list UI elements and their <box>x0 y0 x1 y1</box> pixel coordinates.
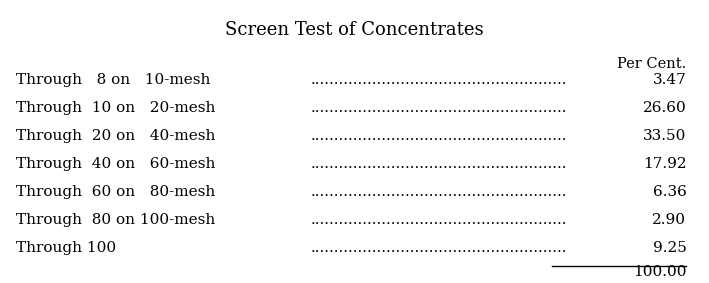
Text: Through  60 on   80-mesh: Through 60 on 80-mesh <box>16 185 215 199</box>
Text: Through  20 on   40-mesh: Through 20 on 40-mesh <box>16 129 215 143</box>
Text: ......................................................: ........................................… <box>311 101 567 115</box>
Text: ......................................................: ........................................… <box>311 157 567 171</box>
Text: Per Cent.: Per Cent. <box>617 57 686 71</box>
Text: Through   8 on   10-mesh: Through 8 on 10-mesh <box>16 73 210 87</box>
Text: ......................................................: ........................................… <box>311 129 567 143</box>
Text: Through  40 on   60-mesh: Through 40 on 60-mesh <box>16 157 215 171</box>
Text: 3.47: 3.47 <box>653 73 686 87</box>
Text: Screen Test of Concentrates: Screen Test of Concentrates <box>225 21 484 39</box>
Text: 100.00: 100.00 <box>633 265 686 279</box>
Text: Through  80 on 100-mesh: Through 80 on 100-mesh <box>16 213 215 227</box>
Text: 6.36: 6.36 <box>652 185 686 199</box>
Text: Through  10 on   20-mesh: Through 10 on 20-mesh <box>16 101 215 115</box>
Text: 33.50: 33.50 <box>643 129 686 143</box>
Text: ......................................................: ........................................… <box>311 241 567 255</box>
Text: 17.92: 17.92 <box>643 157 686 171</box>
Text: ......................................................: ........................................… <box>311 73 567 87</box>
Text: ......................................................: ........................................… <box>311 213 567 227</box>
Text: 26.60: 26.60 <box>642 101 686 115</box>
Text: 2.90: 2.90 <box>652 213 686 227</box>
Text: 9.25: 9.25 <box>652 241 686 255</box>
Text: Through 100: Through 100 <box>16 241 116 255</box>
Text: ......................................................: ........................................… <box>311 185 567 199</box>
